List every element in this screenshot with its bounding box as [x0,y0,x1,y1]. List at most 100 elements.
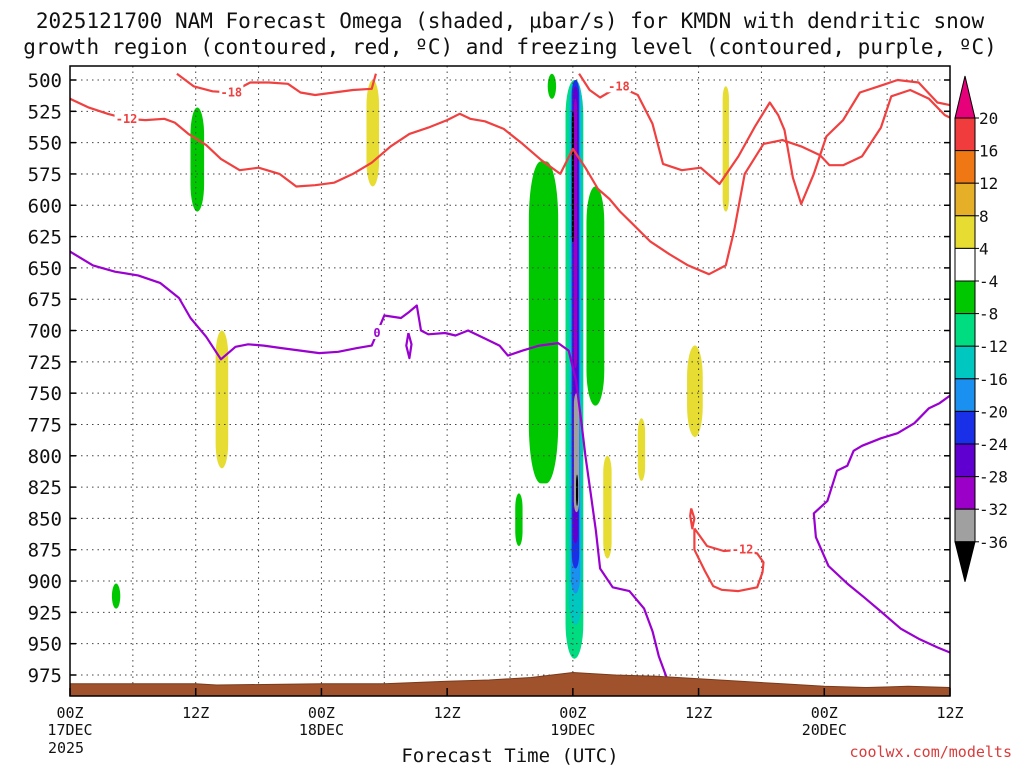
grid-lines [70,66,950,696]
y-tick-label-825: 825 [28,477,62,499]
freezing-contour-label-0: 0 [373,326,380,340]
colorbar-label-2: 12 [979,174,998,193]
colorbar-label-12: -32 [979,500,1008,519]
dendritic-contour-label-2: -18 [608,79,630,93]
colorbar-swatch-12 [954,476,976,510]
omega-shade-13 [576,474,579,506]
x-tick-label-12: 12Z [182,704,209,722]
colorbar-label-1: 16 [979,142,998,161]
x-tick-label-60: 12Z [685,704,712,722]
y-tick-label-925: 925 [28,602,62,624]
dendritic-contour-label-bg-1 [219,84,244,99]
dendritic-contour-label-bg-4 [730,541,755,556]
colorbar-swatch-4 [954,215,976,249]
dendritic-contour-1 [176,72,377,97]
colorbar-label-4: 4 [979,239,989,258]
colorbar-label-5: -4 [979,272,998,291]
omega-shade-17 [603,455,612,559]
colorbar-label-6: -8 [979,305,998,324]
terrain-layer [70,671,950,696]
x-year-label-0: 2025 [48,739,84,757]
chart-title-line1: 2025121700 NAM Forecast Omega (shaded, µ… [36,9,985,33]
y-tick-label-775: 775 [28,414,62,436]
dendritic-contour-3 [689,508,696,530]
colorbar-swatch-1 [954,117,976,152]
omega-shade-0 [190,107,205,212]
colorbar: 20 16 12 8 4 -4 -8 -12 -16 -20 -24 -28 -32 -36 [954,75,1008,582]
y-tick-label-900: 900 [28,571,62,593]
colorbar-swatch-10 [954,410,976,445]
omega-shade-20 [722,86,729,212]
plot-frame [69,65,951,697]
x-tick-label-84: 12Z [936,704,963,722]
dendritic-contour-label-4: -12 [732,543,754,557]
colorbar-label-10: -24 [979,435,1008,454]
omega-shade-2 [515,493,523,546]
omega-shade-3 [528,161,559,484]
dendritic-contour-label-bg-2 [606,78,631,93]
colorbar-swatch-13 [954,508,976,543]
omega-shade-5 [547,73,557,99]
freezing-contour-label-bg-0 [364,325,389,340]
y-tick-label-550: 550 [28,133,62,155]
dendritic-contour-2 [578,73,950,206]
freezing-contour-0 [70,250,669,680]
y-tick-label-700: 700 [28,321,62,343]
y-axis: 500 525 550 575 600 625 650 675 700 725 750 775 800 8… [28,70,950,687]
x-tick-label-72: 00Z [811,704,838,722]
freezing-contour-2 [812,394,950,654]
y-tick-label-500: 500 [28,70,62,92]
omega-shading-layer [111,73,729,659]
dendritic-contour-label-bg-0 [114,110,139,125]
y-tick-label-675: 675 [28,289,62,311]
dendritic-contour-label-1: -18 [220,86,242,100]
colorbar-swatch-11 [954,443,976,478]
credit-text[interactable]: coolwx.com/modelts [849,743,1012,761]
y-tick-label-975: 975 [28,665,62,687]
x-date-label-24: 18DEC [299,721,344,739]
y-tick-label-800: 800 [28,446,62,468]
omega-shade-16 [215,330,229,469]
omega-shade-15 [366,80,380,187]
freezing-contour-1 [405,332,413,360]
x-date-label-72: 20DEC [802,721,847,739]
x-tick-label-0: 00Z [56,704,83,722]
colorbar-swatch-2 [954,150,976,184]
omega-shade-19 [687,345,703,437]
dendritic-contour-4 [693,527,765,593]
x-tick-label-24: 00Z [308,704,335,722]
colorbar-label-7: -12 [979,337,1008,356]
colorbar-label-3: 8 [979,207,989,226]
y-tick-label-525: 525 [28,101,62,123]
chart-title-line2: growth region (contoured, red, ºC) and f… [23,35,997,59]
colorbar-label-13: -36 [979,533,1008,552]
omega-shade-18 [637,418,646,481]
colorbar-swatch-9 [954,378,976,412]
y-tick-label-625: 625 [28,227,62,249]
y-tick-label-875: 875 [28,540,62,562]
y-tick-label-750: 750 [28,383,62,405]
colorbar-swatch-7 [954,313,976,347]
colorbar-swatch-8 [954,345,976,380]
colorbar-swatch-6 [954,280,976,315]
colorbar-label-0: 20 [979,109,998,128]
dendritic-contour-label-0: -12 [116,112,138,126]
omega-shade-11 [573,98,578,369]
colorbar-label-9: -20 [979,402,1008,421]
contour-layer: -12 -18 -18 -12 0 [70,72,950,680]
x-date-label-48: 19DEC [550,721,595,739]
omega-shade-4 [586,186,605,406]
y-tick-label-950: 950 [28,634,62,656]
colorbar-label-8: -16 [979,370,1008,389]
x-axis-label: Forecast Time (UTC) [401,745,618,767]
terrain-fill [70,671,950,696]
colorbar-bottom-arrow [954,541,976,582]
omega-shade-1 [111,583,121,609]
y-tick-label-600: 600 [28,195,62,217]
x-date-label-0: 17DEC [47,721,92,739]
y-tick-label-575: 575 [28,164,62,186]
y-tick-label-850: 850 [28,508,62,530]
colorbar-label-11: -28 [979,468,1008,487]
y-tick-label-650: 650 [28,258,62,280]
